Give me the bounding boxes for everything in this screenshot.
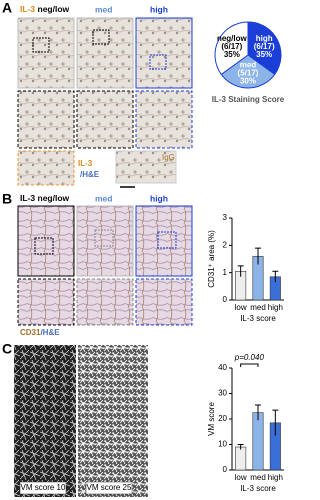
slice-label: (6/17) <box>254 42 275 51</box>
y-tick-label: 1 <box>223 268 228 277</box>
x-tick-label: high <box>268 473 283 482</box>
panel-label: C <box>2 341 12 357</box>
pie-slice <box>214 21 249 76</box>
y-tick-label: 0 <box>223 295 228 304</box>
micrographs <box>17 17 193 188</box>
error-bar <box>255 404 261 421</box>
slice-label: (6/17) <box>221 42 242 51</box>
panel-label: B <box>2 191 12 207</box>
x-tick-label: med <box>250 473 266 482</box>
error-bar <box>272 409 279 436</box>
score: neg/low <box>38 4 70 14</box>
marker: CD31 <box>20 328 41 337</box>
error-bar <box>237 265 244 277</box>
slice-label: neg/low <box>217 34 248 43</box>
significance-bracket <box>240 363 259 367</box>
y-tick-label: 30 <box>218 389 227 398</box>
bar <box>252 412 264 471</box>
control-label: IgG <box>162 153 175 162</box>
y-tick-label: 3 <box>223 213 228 222</box>
error-bar <box>237 444 244 450</box>
score: neg/low <box>38 193 70 203</box>
panel-label: A <box>2 0 12 16</box>
image-label: VM score 25 <box>87 483 132 492</box>
x-tick-label: low <box>235 303 247 312</box>
x-axis-label: IL-3 score <box>240 484 276 493</box>
slice-label: med <box>240 60 257 69</box>
y-tick-label: 20 <box>218 414 227 423</box>
marker: IL-3 <box>20 4 35 14</box>
stain-label: /H&E <box>80 170 100 179</box>
stain: /H&E <box>40 328 60 337</box>
x-tick-label: high <box>268 303 283 312</box>
y-tick-label: 0 <box>223 465 228 474</box>
micrographs <box>17 205 193 326</box>
y-tick-label: 2 <box>223 240 228 249</box>
error-bar <box>272 270 279 283</box>
figure: A IL-3 neg/low med high IL-3 /H&E IgG hi… <box>2 0 285 497</box>
column-header: high <box>150 4 168 14</box>
column-header: high <box>150 193 168 203</box>
y-axis-label: VM score <box>207 402 216 436</box>
column-header: IL-3 neg/low <box>20 4 70 14</box>
y-axis-label: CD31⁺ area (%) <box>207 230 216 288</box>
column-header: IL-3 neg/low <box>20 193 70 203</box>
column-header: med <box>95 193 112 203</box>
bar-chart: 0 10 20 30 40 low med high IL-3 score VM score p=0… <box>207 353 284 493</box>
error-bar <box>255 247 261 265</box>
x-axis-label: IL-3 score <box>240 314 276 323</box>
y-tick-label: 10 <box>218 440 227 449</box>
micrographs <box>14 345 148 497</box>
slice-label: 35% <box>224 50 240 59</box>
stain-legend: CD31/H&E <box>20 328 60 337</box>
slice-label: 35% <box>256 50 272 59</box>
stain-marker: IL-3 <box>78 159 93 168</box>
image-label: VM score 10 <box>21 483 66 492</box>
slice-label: high <box>256 34 273 43</box>
x-tick-label: med <box>250 303 266 312</box>
bar <box>235 446 247 471</box>
x-tick-label: low <box>235 473 247 482</box>
slice-label: (5/17) <box>238 68 259 77</box>
annotation: p=0.040 <box>234 353 265 362</box>
chart-title: IL-3 Staining Score <box>212 95 285 104</box>
pie-chart: high(6/17)35%med(5/17)30%neg/low(6/17)35… <box>212 21 285 104</box>
pie-slice <box>247 21 282 76</box>
slice-label: 30% <box>240 76 256 85</box>
marker: IL-3 <box>20 193 35 203</box>
column-header: med <box>95 4 112 14</box>
pie-slice <box>220 54 276 89</box>
y-tick-label: 40 <box>218 363 227 372</box>
bar-chart: 0 1 2 3 low med high IL-3 score CD31⁺ area (%) <box>207 213 284 323</box>
